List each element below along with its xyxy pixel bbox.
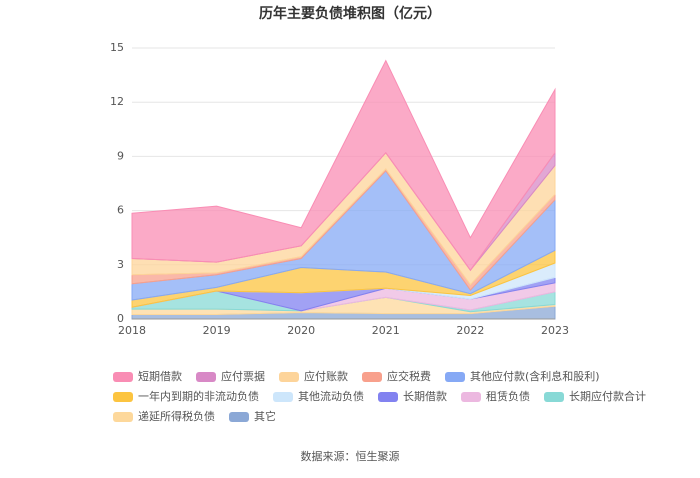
y-tick-label: 3 <box>117 258 124 271</box>
legend-swatch <box>445 372 465 382</box>
legend-label: 长期应付款合计 <box>569 389 646 403</box>
legend-item: 租赁负债 <box>461 389 530 403</box>
legend-label: 应付票据 <box>221 369 265 383</box>
legend-item: 应付账款 <box>279 369 348 383</box>
legend-swatch <box>273 392 293 402</box>
legend-label: 短期借款 <box>138 369 182 383</box>
legend-item: 应交税费 <box>362 369 431 383</box>
legend-item: 其他应付款(含利息和股利) <box>445 369 600 383</box>
legend-label: 其他流动负债 <box>298 389 364 403</box>
legend-label: 租赁负债 <box>486 389 530 403</box>
legend-label: 应交税费 <box>387 369 431 383</box>
y-tick-label: 6 <box>117 204 124 217</box>
legend-swatch <box>461 392 481 402</box>
legend-label: 其他应付款(含利息和股利) <box>470 369 600 383</box>
x-tick-label: 2019 <box>203 324 231 337</box>
y-tick-label: 12 <box>110 95 124 108</box>
y-tick-label: 9 <box>117 149 124 162</box>
legend-swatch <box>113 372 133 382</box>
legend-label: 一年内到期的非流动负债 <box>138 389 259 403</box>
legend-label: 递延所得税负债 <box>138 409 215 423</box>
x-tick-label: 2022 <box>456 324 484 337</box>
legend-label: 其它 <box>254 409 276 423</box>
y-tick-label: 15 <box>110 41 124 54</box>
source-note: 数据来源：恒生聚源 <box>301 449 400 463</box>
legend-swatch <box>279 372 299 382</box>
legend-item: 长期借款 <box>378 389 447 403</box>
legend-item: 应付票据 <box>196 369 265 383</box>
legend-item: 短期借款 <box>113 369 182 383</box>
legend-item: 递延所得税负债 <box>113 409 215 423</box>
chart-title: 历年主要负债堆积图（亿元） <box>259 5 441 22</box>
legend-swatch <box>113 392 133 402</box>
legend-swatch <box>362 372 382 382</box>
legend-label: 长期借款 <box>403 389 447 403</box>
area <box>131 59 556 272</box>
legend-item: 其它 <box>229 409 276 423</box>
x-tick-label: 2023 <box>541 324 569 337</box>
y-tick-label: 0 <box>117 312 124 325</box>
legend-swatch <box>378 392 398 402</box>
legend-swatch <box>113 412 133 422</box>
legend-item: 长期应付款合计 <box>544 389 646 403</box>
x-tick-label: 2018 <box>118 324 146 337</box>
x-tick-label: 2021 <box>372 324 400 337</box>
legend-swatch <box>544 392 564 402</box>
legend-label: 应付账款 <box>304 369 348 383</box>
legend-item: 其他流动负债 <box>273 389 364 403</box>
legend-swatch <box>196 372 216 382</box>
legend-swatch <box>229 412 249 422</box>
legend-item: 一年内到期的非流动负债 <box>113 389 259 403</box>
x-tick-label: 2020 <box>287 324 315 337</box>
